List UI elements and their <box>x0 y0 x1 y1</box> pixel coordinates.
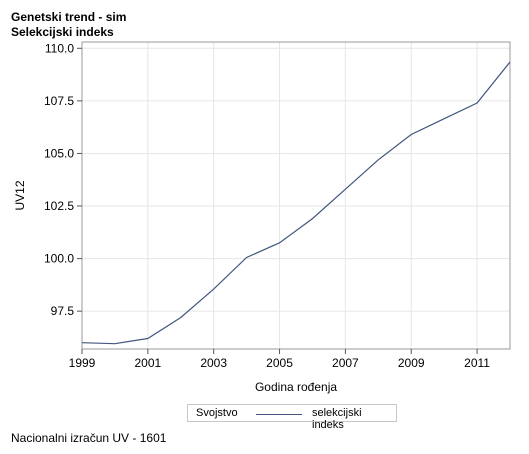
legend: Svojstvo selekcijski indeks <box>187 404 397 431</box>
legend-title: Svojstvo <box>196 407 238 419</box>
y-tick-label: 97.5 <box>51 304 75 318</box>
plot-frame <box>81 41 511 350</box>
series-layer <box>81 61 511 345</box>
x-tick-label: 2009 <box>398 356 425 370</box>
legend-series-name: selekcijski indeks <box>312 407 362 431</box>
axis-ticks: 1999 2001 2003 2005 2007 2009 2011 97.5 100.0 102… <box>44 41 490 370</box>
x-axis-label: Godina rođenja <box>255 380 337 394</box>
x-tick-label: 2003 <box>200 356 227 370</box>
x-tick-label: 2005 <box>266 356 293 370</box>
y-tick-label: 102.5 <box>44 199 74 213</box>
y-tick-label: 107.5 <box>44 94 74 108</box>
legend-line-swatch <box>256 414 302 415</box>
chart-subtitle: Selekcijski indeks <box>11 25 114 39</box>
y-tick-label: 110.0 <box>45 41 74 55</box>
y-axis-label: UV12 <box>13 180 27 210</box>
grid <box>81 42 510 349</box>
series-line <box>81 61 511 345</box>
y-tick-label: 100.0 <box>44 252 74 266</box>
footer-note: Nacionalni izračun UV - 1601 <box>11 431 167 445</box>
x-tick-label: 1999 <box>69 356 96 370</box>
x-tick-label: 2011 <box>464 356 490 370</box>
chart-title: Genetski trend - sim <box>11 10 127 24</box>
x-tick-label: 2001 <box>134 356 161 370</box>
x-tick-label: 2007 <box>332 356 359 370</box>
y-tick-label: 105.0 <box>44 146 74 160</box>
